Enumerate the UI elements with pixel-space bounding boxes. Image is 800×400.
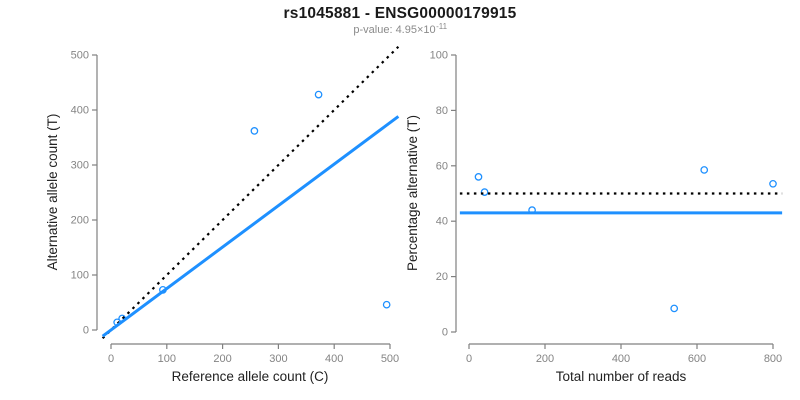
y-tick-label: 60 [436, 160, 448, 172]
data-point [769, 179, 777, 188]
x-tick-label: 0 [466, 353, 472, 365]
x-axis-label: Total number of reads [556, 369, 687, 384]
data-point [314, 90, 323, 99]
x-tick-label: 0 [108, 353, 114, 365]
x-tick-label: 500 [381, 353, 399, 365]
x-axis-label: Reference allele count (C) [172, 369, 329, 384]
x-tick-label: 100 [158, 353, 176, 365]
y-tick-label: 500 [71, 50, 89, 62]
y-tick-label: 0 [442, 327, 448, 339]
x-tick-label: 400 [325, 353, 343, 365]
fitted-ratio-line [101, 115, 400, 338]
y-tick-label: 400 [71, 105, 89, 117]
y-tick-label: 300 [71, 160, 89, 172]
percentage-alternative-scatter-panel: 0 20 40 60 80 100 0 200 400 600 800 Total number of… [405, 50, 782, 385]
y-tick-label: 20 [436, 271, 448, 283]
y-axis-label: Percentage alternative (T) [405, 115, 420, 271]
identity-line [101, 45, 400, 340]
x-tick-label: 200 [536, 353, 554, 365]
x-tick-label: 400 [612, 353, 630, 365]
data-point [250, 127, 259, 135]
x-tick-label: 800 [764, 353, 782, 365]
pvalue-exponent: -11 [436, 22, 448, 31]
data-point [474, 173, 483, 181]
y-tick-label: 200 [71, 215, 89, 227]
pvalue-text: p-value: 4.95×10 [353, 24, 436, 36]
x-tick-label: 300 [269, 353, 287, 365]
data-point [480, 188, 489, 196]
data-point [382, 300, 391, 309]
y-tick-label: 80 [436, 105, 448, 117]
x-tick-label: 200 [213, 353, 231, 365]
y-tick-label: 100 [71, 270, 89, 282]
page-title: rs1045881 - ENSG00000179915 [283, 5, 517, 22]
x-tick-label: 600 [688, 353, 706, 365]
pvalue-subtitle: p-value: 4.95×10-11 [0, 22, 800, 36]
y-tick-label: 40 [436, 216, 448, 228]
allele-count-scatter-panel: 0 100 200 300 400 500 0 100 200 300 400 500 Referenc… [45, 45, 400, 384]
y-axis-label: Alternative allele count (T) [45, 114, 60, 271]
y-tick-label: 0 [83, 325, 89, 337]
data-point [670, 304, 679, 313]
y-tick-label: 100 [430, 50, 448, 62]
data-point [700, 166, 709, 174]
